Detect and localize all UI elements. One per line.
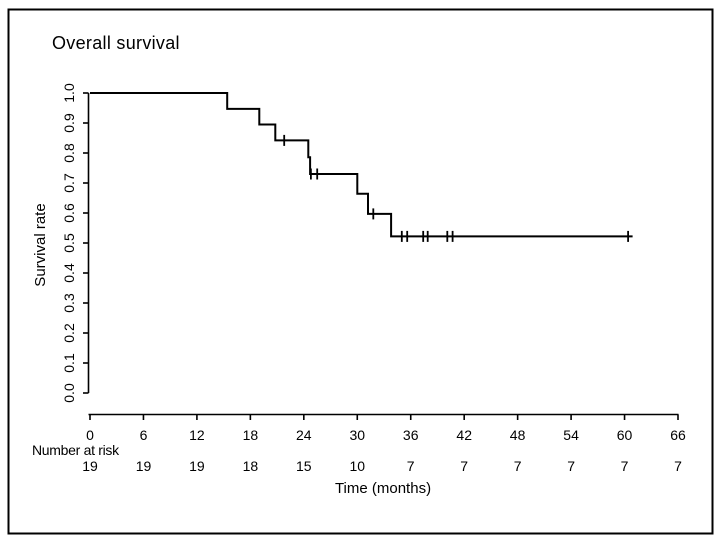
risk-count: 7 (621, 458, 629, 474)
km-step-path (90, 92, 633, 238)
y-tick-label: 0.3 (61, 293, 77, 313)
y-tick-label: 0.5 (61, 233, 77, 253)
x-axis-title: Time (months) (335, 480, 431, 497)
x-tick-label: 18 (243, 427, 259, 443)
x-tick-label: 12 (189, 427, 205, 443)
figure-border (7, 8, 714, 535)
risk-count: 7 (460, 458, 468, 474)
y-tick-label: 0.1 (61, 353, 77, 373)
x-tick-label: 36 (403, 427, 419, 443)
y-tick-label: 1.0 (61, 83, 77, 103)
y-tick-label: 0.9 (61, 113, 77, 133)
risk-count: 7 (514, 458, 522, 474)
y-axis-title: Survival rate (32, 203, 49, 286)
y-axis: 0.0 0.1 0.2 0.3 0.4 0.5 0.6 0.7 0.8 0.9 1.0 (61, 83, 90, 403)
x-tick-label: 54 (563, 427, 579, 443)
y-tick-label: 0.4 (61, 263, 77, 283)
y-tick-label: 0.0 (61, 383, 77, 403)
number-at-risk-label: Number at risk (32, 442, 120, 458)
x-tick-label: 42 (456, 427, 472, 443)
censor-marks (283, 134, 629, 242)
x-tick-label: 48 (510, 427, 526, 443)
risk-count: 7 (674, 458, 682, 474)
risk-count: 10 (350, 458, 366, 474)
risk-count: 19 (136, 458, 152, 474)
risk-count: 19 (82, 458, 98, 474)
y-tick-label: 0.6 (61, 203, 77, 223)
number-at-risk-row: 19 19 19 18 15 10 7 7 7 7 7 7 (82, 458, 682, 474)
x-tick-label: 60 (617, 427, 633, 443)
x-tick-label: 24 (296, 427, 312, 443)
chart-title: Overall survival (52, 33, 180, 53)
x-tick-label: 66 (670, 427, 686, 443)
km-curve (90, 92, 633, 238)
risk-count: 7 (407, 458, 415, 474)
risk-count: 15 (296, 458, 312, 474)
x-tick-label: 6 (140, 427, 148, 443)
risk-count: 18 (243, 458, 259, 474)
risk-count: 7 (567, 458, 575, 474)
y-tick-label: 0.2 (61, 323, 77, 343)
y-tick-label: 0.8 (61, 143, 77, 163)
x-axis: 0 6 12 18 24 30 36 42 48 54 60 66 (86, 413, 686, 443)
risk-count: 19 (189, 458, 205, 474)
y-tick-label: 0.7 (61, 173, 77, 193)
x-tick-label: 30 (350, 427, 366, 443)
x-tick-label: 0 (86, 427, 94, 443)
